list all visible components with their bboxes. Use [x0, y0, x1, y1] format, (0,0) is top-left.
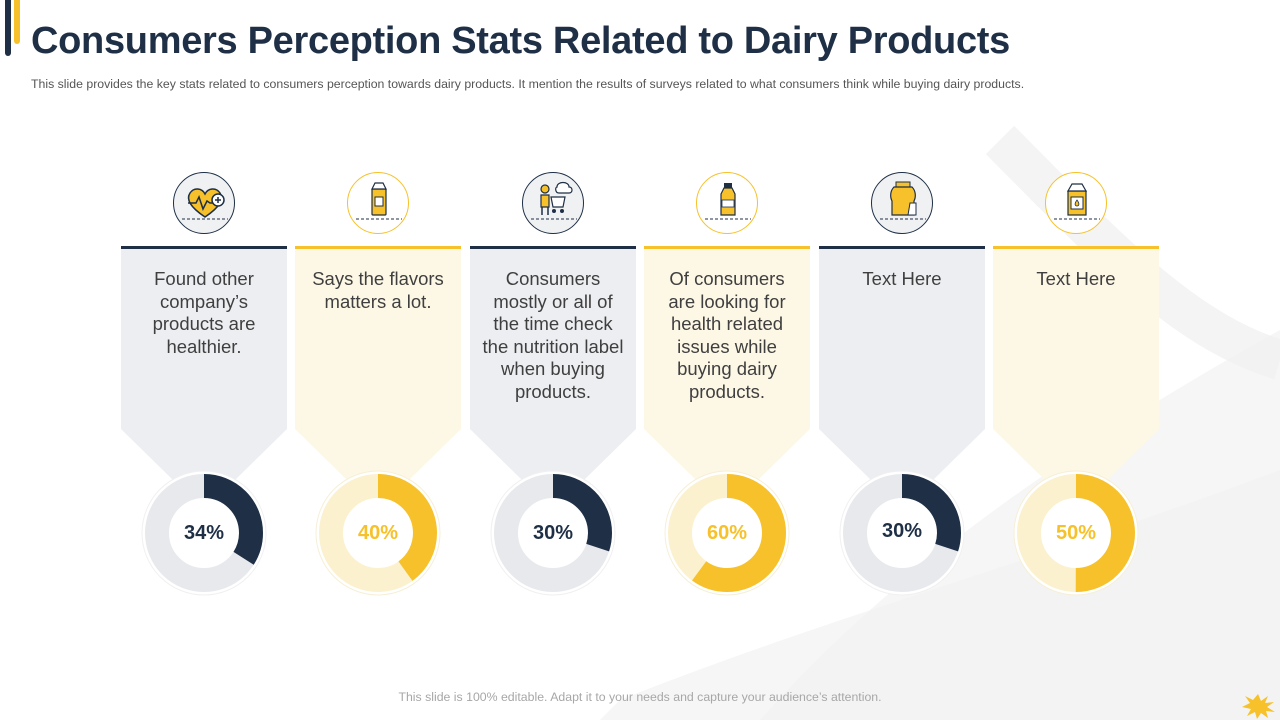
card-top-line [470, 246, 636, 249]
splash-logo-icon [1242, 694, 1275, 719]
accent-bar-dark [5, 0, 11, 56]
dairy-carton-icon [1054, 183, 1100, 220]
icon-circle [871, 172, 933, 234]
donut-percent-label: 50% [1055, 522, 1097, 544]
donut-percent-label: 34% [183, 522, 225, 544]
card-panel [470, 249, 636, 481]
card-panel [121, 249, 287, 481]
donut-percent-label: 30% [881, 520, 923, 542]
stat-description: Consumers mostly or all of the time chec… [482, 268, 624, 402]
stat-description: Text Here [1036, 268, 1116, 289]
icon-circle [522, 172, 584, 234]
card-top-line [644, 246, 810, 249]
card-panel [819, 249, 985, 481]
icon-circle [173, 172, 235, 234]
card-top-line [819, 246, 985, 249]
card-top-line [121, 246, 287, 249]
icon-circle [347, 172, 409, 234]
stat-description: Of consumers are looking for health rela… [668, 268, 786, 402]
donut-percent-label: 40% [357, 522, 399, 544]
donut-chart [490, 470, 616, 596]
card-panel [644, 249, 810, 481]
card-panel [295, 249, 461, 481]
donut-value-arc [1017, 474, 1135, 592]
stat-column: Text Here 30% [819, 172, 985, 602]
icon-circle [696, 172, 758, 234]
milk-jug-icon [880, 181, 926, 220]
stat-description: Says the flavors matters a lot. [312, 268, 444, 312]
stat-column: Says the flavors matters a lot. 40% [295, 172, 461, 602]
donut-value-arc [494, 474, 612, 592]
icon-circle [1045, 172, 1107, 234]
donut-percent-label: 30% [532, 522, 574, 544]
donut-chart [315, 470, 441, 596]
stat-column: Text Here 50% [993, 172, 1159, 602]
donut-chart [839, 470, 965, 596]
donut-chart [1013, 470, 1139, 596]
milk-bottle-icon [705, 183, 751, 220]
stat-description: Found other company’s products are healt… [152, 268, 256, 357]
heart-rate-plus-icon [182, 188, 228, 220]
donut-value-arc [145, 474, 263, 592]
stat-column: Consumers mostly or all of the time chec… [470, 172, 636, 602]
stat-column: Of consumers are looking for health rela… [644, 172, 810, 602]
stat-column: Found other company’s products are healt… [121, 172, 287, 602]
donut-value-arc [668, 474, 786, 592]
accent-bar-yellow [14, 0, 20, 44]
donut-percent-label: 60% [706, 522, 748, 544]
card-panel [993, 249, 1159, 481]
milk-carton-icon [356, 182, 402, 220]
donut-chart [664, 470, 790, 596]
page-title: Consumers Perception Stats Related to Da… [31, 20, 1010, 62]
card-top-line [295, 246, 461, 249]
donut-value-arc [319, 474, 437, 592]
donut-value-arc [843, 474, 961, 592]
shopper-cart-icon [531, 181, 577, 220]
stat-description: Text Here [862, 268, 942, 289]
donut-chart [141, 470, 267, 596]
card-top-line [993, 246, 1159, 249]
page-subtitle: This slide provides the key stats relate… [31, 77, 1025, 91]
footer-note: This slide is 100% editable. Adapt it to… [398, 690, 882, 704]
